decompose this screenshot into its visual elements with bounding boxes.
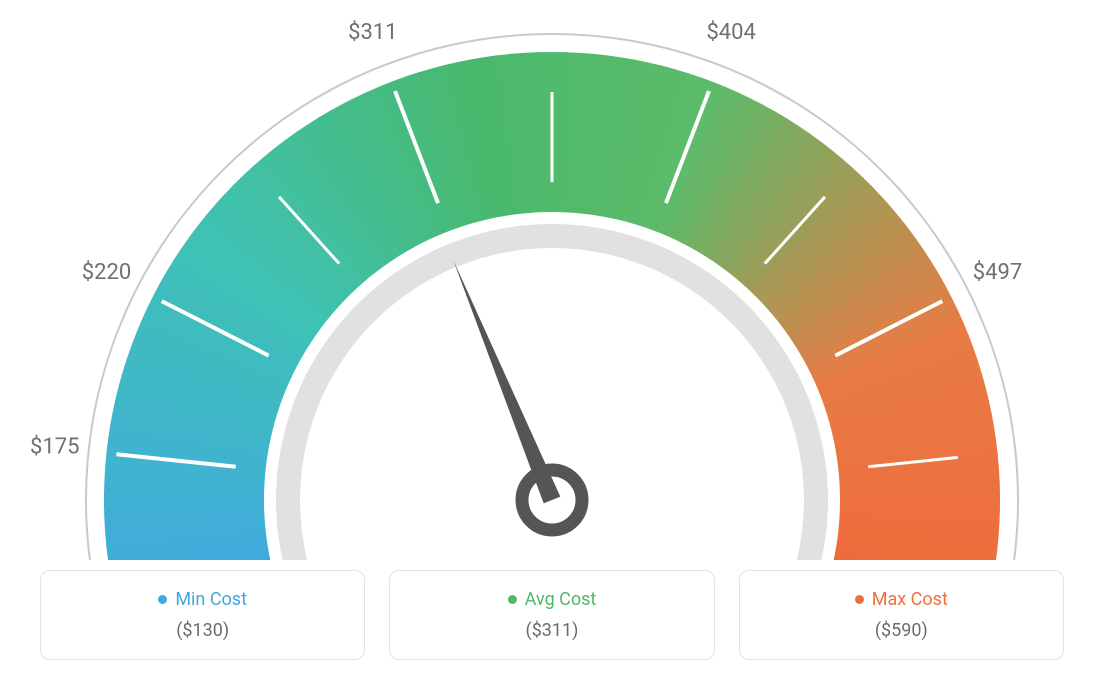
legend-card-min: Min Cost ($130): [40, 570, 365, 660]
dot-icon: [855, 595, 864, 604]
dot-icon: [508, 595, 517, 604]
legend-label: Max Cost: [872, 589, 948, 610]
tick-label: $497: [973, 260, 1022, 285]
legend-card-avg: Avg Cost ($311): [389, 570, 714, 660]
legend-card-max: Max Cost ($590): [739, 570, 1064, 660]
legend-value: ($130): [51, 620, 354, 641]
legend-row: Min Cost ($130) Avg Cost ($311) Max Cost…: [40, 570, 1064, 660]
tick-label: $311: [348, 20, 397, 45]
legend-title-min: Min Cost: [158, 589, 247, 610]
legend-title-avg: Avg Cost: [508, 589, 597, 610]
legend-value: ($590): [750, 620, 1053, 641]
legend-title-max: Max Cost: [855, 589, 948, 610]
tick-label: $404: [706, 20, 755, 45]
dot-icon: [158, 595, 167, 604]
legend-value: ($311): [400, 620, 703, 641]
legend-label: Avg Cost: [525, 589, 597, 610]
cost-gauge: $130$175$220$311$404$497$590: [0, 0, 1104, 560]
legend-label: Min Cost: [175, 589, 247, 610]
gauge-svg: $130$175$220$311$404$497$590: [0, 0, 1104, 560]
tick-label: $175: [30, 435, 79, 460]
tick-label: $220: [82, 260, 131, 285]
